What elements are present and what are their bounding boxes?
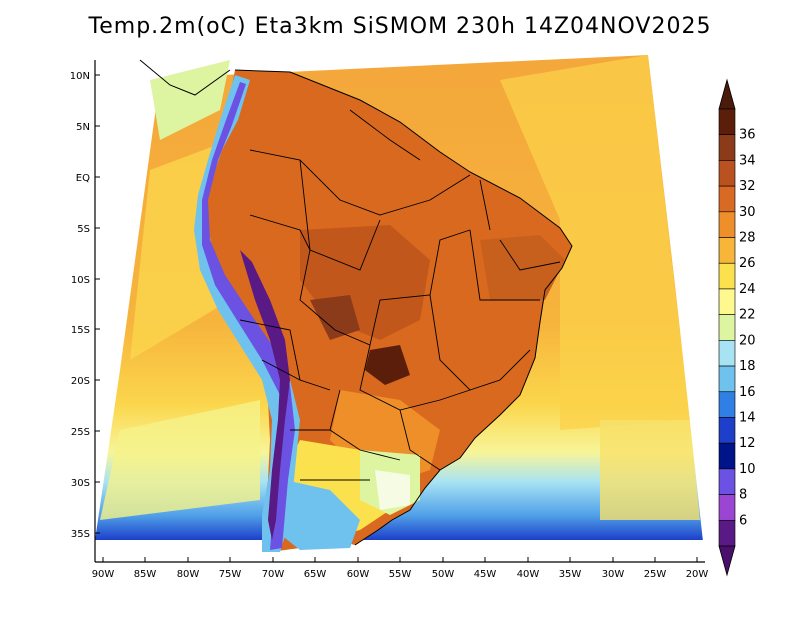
rio-de-la-plata-region <box>375 470 410 510</box>
coastline <box>234 69 573 546</box>
caribbean-cool <box>150 60 230 140</box>
colorbar-label: 28 <box>739 231 756 246</box>
argentina-south <box>275 480 360 550</box>
atlantic-yellow-band <box>500 55 690 430</box>
colorbar-label: 6 <box>739 513 747 528</box>
colorbar-swatch <box>718 314 736 341</box>
lat-label: 30S <box>71 478 90 489</box>
colorbar-label: 26 <box>739 256 756 271</box>
colorbar-swatch <box>718 108 736 136</box>
colorbar-swatch <box>718 417 736 444</box>
pantanal-hotspot <box>365 345 410 385</box>
colorbar-swatch <box>718 288 736 315</box>
lon-label: 90W <box>92 569 115 580</box>
colorbar-label: 8 <box>739 488 747 503</box>
lon-label: 25W <box>644 569 667 580</box>
colorbar-swatch <box>718 391 736 418</box>
lat-label: 25S <box>71 427 90 438</box>
central-america-coast <box>139 59 231 96</box>
colorbar-swatch <box>718 262 736 290</box>
lat-label: 10S <box>71 275 90 286</box>
colorbar-label: 22 <box>739 308 756 323</box>
colorbar-label: 30 <box>739 205 756 220</box>
northeast-hot <box>480 235 565 300</box>
atlantic-south-band <box>600 420 700 520</box>
mato-grosso-hotspot <box>310 295 360 340</box>
colorbar-label: 20 <box>739 333 756 348</box>
colorbar-swatch <box>718 160 736 187</box>
longitude-axis: 90W 85W 80W 75W 70W 65W 60W 55W 50W 45W … <box>92 557 709 580</box>
lat-label: 5N <box>76 122 90 133</box>
colorbar-label: 34 <box>739 153 756 168</box>
colorbar-label: 18 <box>739 359 756 374</box>
colorbar-label: 14 <box>739 410 756 425</box>
lon-label: 45W <box>474 569 497 580</box>
colorbar-swatch <box>718 468 736 495</box>
lon-label: 85W <box>134 569 157 580</box>
colorbar-swatch <box>718 442 736 470</box>
colorbar-arrow-top <box>718 78 736 110</box>
pacific-south-band <box>100 400 260 520</box>
colorbar-swatch <box>718 185 736 213</box>
colorbar-arrow-bottom <box>718 545 736 577</box>
colorbar-label: 32 <box>739 179 756 194</box>
lon-label: 60W <box>347 569 370 580</box>
political-borders <box>239 109 561 481</box>
colorbar-swatch <box>718 519 736 547</box>
lon-label: 70W <box>262 569 285 580</box>
andes-cold <box>202 82 295 550</box>
lon-label: 75W <box>219 569 242 580</box>
lat-label: 5S <box>77 224 90 235</box>
lon-label: 30W <box>602 569 625 580</box>
lon-label: 80W <box>177 569 200 580</box>
colorbar-swatch <box>718 237 736 264</box>
colorbar: 36 34 32 30 28 26 24 22 20 18 16 14 12 10 8 6 <box>718 78 756 577</box>
colorbar-swatch <box>718 340 736 367</box>
colorbar-label: 36 <box>739 128 756 143</box>
colorbar-label: 16 <box>739 385 756 400</box>
lon-label: 40W <box>517 569 540 580</box>
colorbar-label: 12 <box>739 436 756 451</box>
colorbar-swatch <box>718 494 736 521</box>
latitude-axis: 10N 5N EQ 5S 10S 15S 20S 25S 30S 35S <box>70 71 100 540</box>
lon-label: 20W <box>686 569 709 580</box>
colorbar-swatch <box>718 365 736 393</box>
lon-label: 35W <box>559 569 582 580</box>
map-field <box>95 55 705 552</box>
colorbar-swatch <box>718 211 736 238</box>
lat-label: EQ <box>76 173 90 184</box>
andes-coldest <box>240 250 290 540</box>
lat-label: 35S <box>71 529 90 540</box>
lat-label: 15S <box>71 325 90 336</box>
colorbar-label: 10 <box>739 462 756 477</box>
colorbar-swatch <box>718 134 736 161</box>
lon-label: 50W <box>432 569 455 580</box>
colorbar-label: 24 <box>739 282 756 297</box>
lat-label: 20S <box>71 376 90 387</box>
lon-label: 55W <box>389 569 412 580</box>
map-title: Temp.2m(oC) Eta3km SiSMOM 230h 14Z04NOV2… <box>88 14 712 39</box>
lat-label: 10N <box>70 71 90 82</box>
lon-label: 65W <box>304 569 327 580</box>
